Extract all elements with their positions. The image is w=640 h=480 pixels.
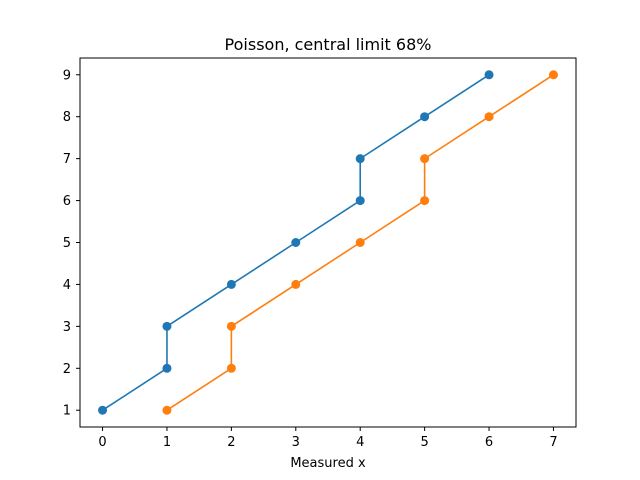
series-2-point	[226, 363, 236, 373]
x-tick-label: 3	[292, 435, 300, 450]
plot-area	[98, 70, 558, 415]
x-tick-label: 4	[356, 435, 364, 450]
series-1-point	[484, 70, 494, 80]
x-tick-label: 5	[420, 435, 428, 450]
series-1-point	[226, 279, 236, 289]
series-2-point	[420, 196, 430, 206]
series-1-point	[98, 405, 108, 415]
chart-title: Poisson, central limit 68%	[225, 35, 432, 54]
x-tick-label: 1	[163, 435, 171, 450]
y-tick-label: 6	[63, 194, 71, 209]
x-axis-label: Measured x	[290, 456, 366, 471]
y-tick-label: 9	[63, 68, 71, 83]
series-2	[162, 70, 558, 415]
series-1-point	[162, 321, 172, 331]
series-2-point	[420, 154, 430, 164]
y-tick-label: 5	[63, 236, 71, 251]
y-tick-label: 1	[63, 404, 71, 419]
x-tick-label: 2	[227, 435, 235, 450]
series-1-point	[355, 154, 365, 164]
y-tick-label: 2	[63, 362, 71, 377]
series-1-point	[162, 363, 172, 373]
series-2-point	[162, 405, 172, 415]
series-2-point	[484, 112, 494, 122]
x-axis: 0 1 2 3 4 5 6 7	[98, 427, 558, 450]
x-tick-label: 7	[549, 435, 557, 450]
y-tick-label: 3	[63, 320, 71, 335]
series-1-point	[291, 238, 301, 247]
y-axis: 1 2 3 4 5 6 7 8 9	[63, 68, 80, 419]
y-tick-label: 8	[63, 110, 71, 125]
series-2-point	[548, 70, 558, 80]
series-1-point	[420, 112, 430, 122]
series-2-point	[355, 238, 365, 247]
y-tick-label: 4	[63, 278, 71, 293]
series-2-point	[291, 279, 301, 289]
series-1-point	[355, 196, 365, 206]
x-tick-label: 0	[98, 435, 106, 450]
x-tick-label: 6	[485, 435, 493, 450]
series-1	[98, 70, 494, 415]
y-tick-label: 7	[63, 152, 71, 167]
series-2-point	[226, 321, 236, 331]
